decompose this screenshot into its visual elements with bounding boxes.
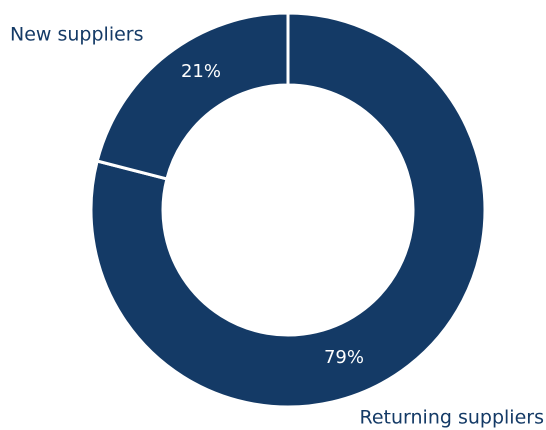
donut-slice [89, 11, 487, 409]
category-label: New suppliers [10, 24, 144, 46]
value-label: 79% [324, 347, 364, 368]
donut-slice [95, 11, 290, 181]
value-label: 21% [181, 61, 221, 82]
category-label: Returning suppliers [360, 407, 545, 429]
